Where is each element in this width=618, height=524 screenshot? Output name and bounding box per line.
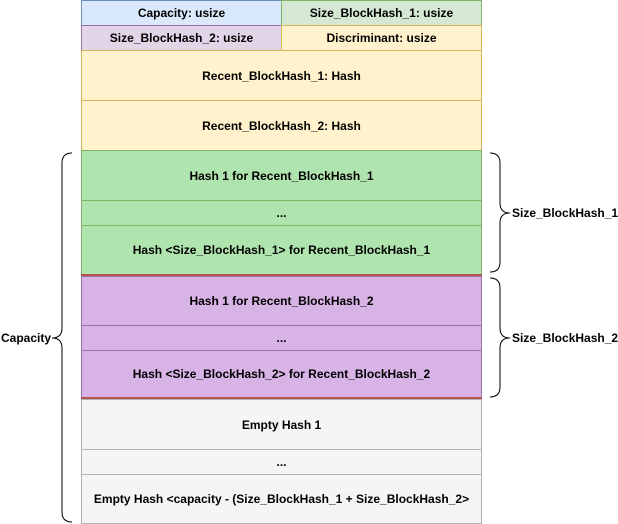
hash-1-blockhash-2-label: Hash 1 for Recent_BlockHash_2 xyxy=(189,294,374,308)
empty-hash-n-label: Empty Hash <capacity - (Size_BlockHash_1… xyxy=(93,492,470,506)
group-divider-1 xyxy=(81,274,482,276)
size-blockhash-1-brace xyxy=(489,152,511,273)
ellipsis-empty-label: ... xyxy=(276,455,287,469)
ellipsis-blockhash-2-label: ... xyxy=(276,331,287,345)
size-blockhash-2-brace xyxy=(489,277,511,398)
recent-blockhash-1-row: Recent_BlockHash_1: Hash xyxy=(81,50,482,101)
size-blockhash-2-brace-label: Size_BlockHash_2 xyxy=(512,331,618,345)
recent-blockhash-2-label: Recent_BlockHash_2: Hash xyxy=(202,118,361,133)
size-blockhash-1-field-label: Size_BlockHash_1: usize xyxy=(309,6,454,20)
ellipsis-blockhash-2-row: ... xyxy=(81,325,482,351)
ellipsis-blockhash-1-label: ... xyxy=(276,206,287,220)
capacity-field-label: Capacity: usize xyxy=(137,6,226,20)
empty-hash-1-row: Empty Hash 1 xyxy=(81,399,482,450)
capacity-brace-label: Capacity xyxy=(1,331,52,345)
hash-n-blockhash-1-label: Hash <Size_BlockHash_1> for Recent_Block… xyxy=(132,243,431,257)
hash-1-blockhash-2-row: Hash 1 for Recent_BlockHash_2 xyxy=(81,276,482,326)
discriminant-field-label: Discriminant: usize xyxy=(326,31,437,45)
size-blockhash-2-field-label: Size_BlockHash_2: usize xyxy=(109,31,254,45)
hash-1-blockhash-1-label: Hash 1 for Recent_BlockHash_1 xyxy=(189,168,374,183)
size-blockhash-2-field: Size_BlockHash_2: usize xyxy=(81,25,282,51)
size-blockhash-1-brace-label: Size_BlockHash_1 xyxy=(512,206,618,220)
recent-blockhash-2-row: Recent_BlockHash_2: Hash xyxy=(81,100,482,151)
capacity-brace xyxy=(51,152,73,523)
empty-hash-1-label: Empty Hash 1 xyxy=(241,417,322,432)
empty-hash-n-row: Empty Hash <capacity - (Size_BlockHash_1… xyxy=(81,474,482,524)
ellipsis-empty-row: ... xyxy=(81,449,482,475)
group-divider-2 xyxy=(81,397,482,399)
hash-n-blockhash-2-label: Hash <Size_BlockHash_2> for Recent_Block… xyxy=(132,367,431,381)
hash-1-blockhash-1-row: Hash 1 for Recent_BlockHash_1 xyxy=(81,150,482,201)
capacity-field: Capacity: usize xyxy=(81,0,282,26)
recent-blockhash-1-label: Recent_BlockHash_1: Hash xyxy=(202,68,361,83)
hash-n-blockhash-2-row: Hash <Size_BlockHash_2> for Recent_Block… xyxy=(81,350,482,398)
